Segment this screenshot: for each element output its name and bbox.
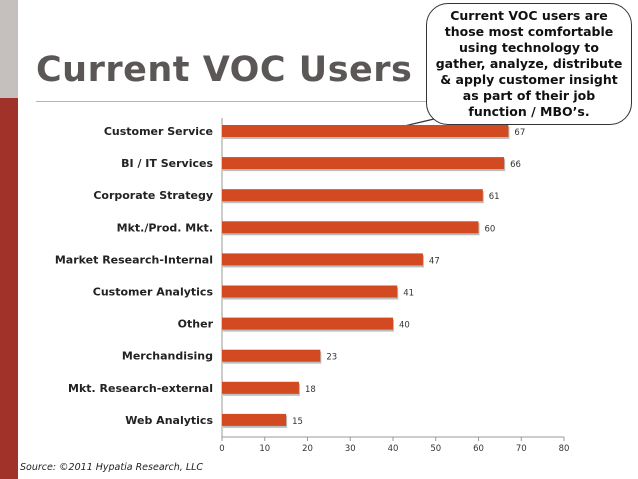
slide-title: Current VOC Users xyxy=(36,50,413,90)
x-tick-label: 80 xyxy=(559,444,570,454)
category-label: Merchandising xyxy=(122,350,213,363)
bar xyxy=(222,157,505,170)
value-label: 66 xyxy=(510,160,521,170)
x-tick-label: 10 xyxy=(259,444,270,454)
sidebar-accent-bottom xyxy=(0,98,18,479)
callout-text: Current VOC users are those most comfort… xyxy=(435,8,623,119)
category-label: Mkt./Prod. Mkt. xyxy=(117,221,213,234)
category-label: BI / IT Services xyxy=(121,157,213,170)
callout-box: Current VOC users are those most comfort… xyxy=(426,3,632,125)
x-tick-label: 50 xyxy=(430,444,441,454)
bar xyxy=(222,221,479,234)
value-label: 40 xyxy=(399,321,410,331)
bar xyxy=(222,413,287,426)
category-label: Mkt. Research-external xyxy=(68,382,213,395)
value-label: 18 xyxy=(305,385,316,395)
x-tick-label: 20 xyxy=(302,444,313,454)
x-tick-label: 60 xyxy=(473,444,484,454)
x-tick-label: 70 xyxy=(516,444,527,454)
x-tick-label: 30 xyxy=(345,444,356,454)
category-label: Corporate Strategy xyxy=(93,189,213,202)
bar xyxy=(222,253,423,266)
sidebar-accent-top xyxy=(0,0,18,98)
value-label: 23 xyxy=(326,353,337,363)
value-label: 61 xyxy=(489,192,500,202)
category-label: Web Analytics xyxy=(125,414,213,427)
bar xyxy=(222,285,398,298)
category-label: Market Research-Internal xyxy=(55,253,213,266)
source-note: Source: ©2011 Hypatia Research, LLC xyxy=(20,462,204,473)
x-tick-label: 0 xyxy=(219,444,224,454)
bar xyxy=(222,125,509,137)
category-label: Other xyxy=(178,318,214,331)
value-label: 41 xyxy=(403,289,414,299)
bar xyxy=(222,317,393,330)
value-label: 67 xyxy=(514,128,525,138)
bar xyxy=(222,349,321,362)
x-tick-label: 40 xyxy=(388,444,399,454)
title-underline xyxy=(36,101,481,102)
category-label: Customer Analytics xyxy=(93,286,214,299)
value-label: 15 xyxy=(292,417,303,427)
category-label: Customer Service xyxy=(104,125,213,138)
value-label: 60 xyxy=(485,224,496,234)
bar xyxy=(222,381,299,394)
value-label: 47 xyxy=(429,256,440,266)
bar xyxy=(222,189,483,202)
